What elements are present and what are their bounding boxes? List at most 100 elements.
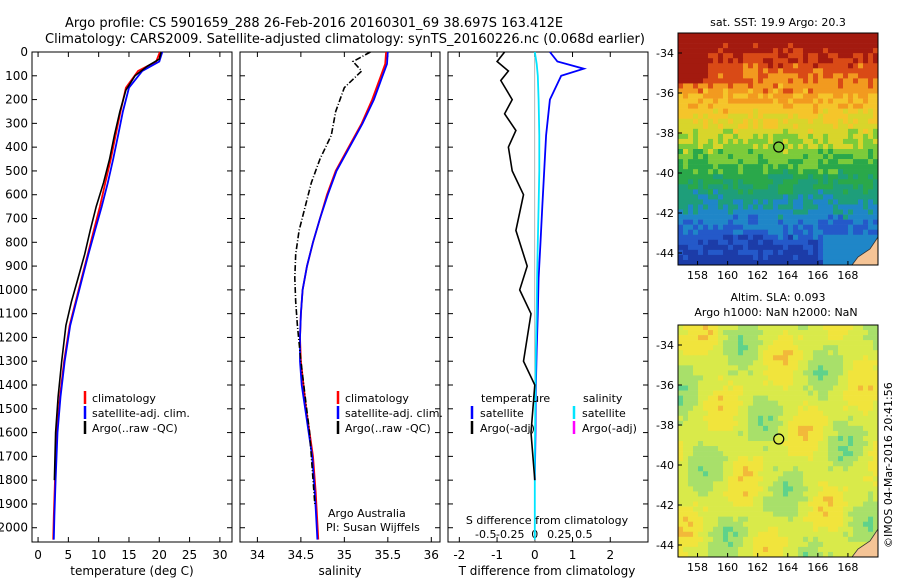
map-cell bbox=[738, 521, 744, 528]
map-cell bbox=[758, 33, 764, 39]
map-cell bbox=[768, 375, 774, 381]
map-cell bbox=[698, 350, 704, 356]
map-cell bbox=[773, 471, 779, 477]
map-cell bbox=[713, 164, 719, 170]
legend-label-argo: Argo(..raw -QC) bbox=[92, 422, 178, 435]
map-cell bbox=[853, 496, 859, 502]
map-cell bbox=[828, 506, 834, 512]
map-cell bbox=[828, 244, 834, 251]
map-cell bbox=[783, 365, 789, 371]
map-cell bbox=[763, 476, 769, 482]
map-cell bbox=[863, 441, 869, 447]
map-cell bbox=[773, 53, 779, 59]
map-cell bbox=[873, 88, 879, 94]
map-cell bbox=[828, 184, 834, 190]
map-cell bbox=[698, 335, 704, 341]
map-cell bbox=[873, 415, 879, 422]
map-cell bbox=[793, 73, 799, 79]
map-cell bbox=[808, 365, 814, 371]
map-cell bbox=[848, 214, 854, 220]
map-cell bbox=[728, 531, 734, 538]
map-cell bbox=[743, 481, 749, 487]
map-cell bbox=[868, 335, 874, 341]
map-cell bbox=[798, 390, 804, 396]
map-cell bbox=[743, 219, 749, 225]
map-cell bbox=[778, 219, 784, 225]
map-cell bbox=[698, 446, 704, 452]
map-cell bbox=[868, 113, 874, 120]
map-cell bbox=[858, 420, 864, 427]
map-cell bbox=[758, 234, 764, 241]
map-cell bbox=[693, 43, 699, 49]
map-cell bbox=[708, 48, 714, 54]
map-cell bbox=[773, 33, 779, 39]
map-cell bbox=[753, 214, 759, 220]
map-cell bbox=[758, 68, 764, 74]
map-cell bbox=[768, 78, 774, 84]
map-cell bbox=[753, 410, 759, 417]
map-cell bbox=[708, 33, 714, 39]
map-cell bbox=[848, 345, 854, 351]
map-cell bbox=[823, 380, 829, 386]
map-cell bbox=[703, 365, 709, 371]
map-cell bbox=[703, 239, 709, 246]
map-cell bbox=[718, 536, 724, 543]
map-cell bbox=[773, 133, 779, 140]
map-cell bbox=[773, 410, 779, 417]
map-cell bbox=[683, 430, 689, 437]
map-cell bbox=[853, 410, 859, 417]
map-x-tick-label: 168 bbox=[837, 269, 858, 282]
map-cell bbox=[718, 385, 724, 391]
map-cell bbox=[873, 128, 879, 135]
map-cell bbox=[713, 224, 719, 230]
map-cell bbox=[853, 98, 859, 104]
map-cell bbox=[803, 194, 809, 200]
map-cell bbox=[848, 325, 854, 331]
map-cell bbox=[833, 219, 839, 225]
map-cell bbox=[793, 420, 799, 427]
map-cell bbox=[713, 169, 719, 175]
map-cell bbox=[713, 154, 719, 160]
map-cell bbox=[828, 330, 834, 336]
map-cell bbox=[823, 179, 829, 185]
map-cell bbox=[683, 516, 689, 522]
temperature-x-axis: 0 5 10 15 20 25 30 bbox=[34, 52, 228, 562]
map-cell bbox=[683, 521, 689, 528]
map-cell bbox=[863, 355, 869, 361]
map-cell bbox=[843, 93, 849, 99]
map-cell bbox=[733, 345, 739, 351]
map-cell bbox=[823, 441, 829, 447]
y-tick-label: 1600 bbox=[0, 426, 28, 440]
map-cell bbox=[683, 259, 689, 266]
map-cell bbox=[778, 486, 784, 492]
map-cell bbox=[818, 209, 824, 215]
map-cell bbox=[778, 516, 784, 522]
map-cell bbox=[798, 159, 804, 165]
map-cell bbox=[858, 53, 864, 59]
map-cell bbox=[793, 38, 799, 44]
map-cell bbox=[783, 410, 789, 417]
map-cell bbox=[868, 466, 874, 472]
map-cell bbox=[733, 350, 739, 356]
map-y-tick-label: -42 bbox=[656, 207, 674, 220]
map-cell bbox=[758, 249, 764, 256]
map-cell bbox=[743, 350, 749, 356]
map-cell bbox=[778, 481, 784, 487]
map-cell bbox=[868, 38, 874, 44]
map-cell bbox=[843, 380, 849, 386]
map-cell bbox=[798, 73, 804, 79]
map-cell bbox=[768, 415, 774, 422]
map-cell bbox=[738, 335, 744, 341]
map-cell bbox=[738, 184, 744, 190]
map-cell bbox=[848, 390, 854, 396]
map-cell bbox=[678, 73, 684, 79]
map-cell bbox=[848, 531, 854, 538]
map-cell bbox=[803, 244, 809, 251]
map-cell bbox=[688, 451, 694, 457]
map-x-tick-label: 168 bbox=[837, 561, 858, 574]
map-cell bbox=[818, 204, 824, 210]
map-cell bbox=[833, 410, 839, 417]
map-cell bbox=[708, 38, 714, 44]
map-cell bbox=[723, 325, 729, 331]
map-cell bbox=[833, 491, 839, 497]
